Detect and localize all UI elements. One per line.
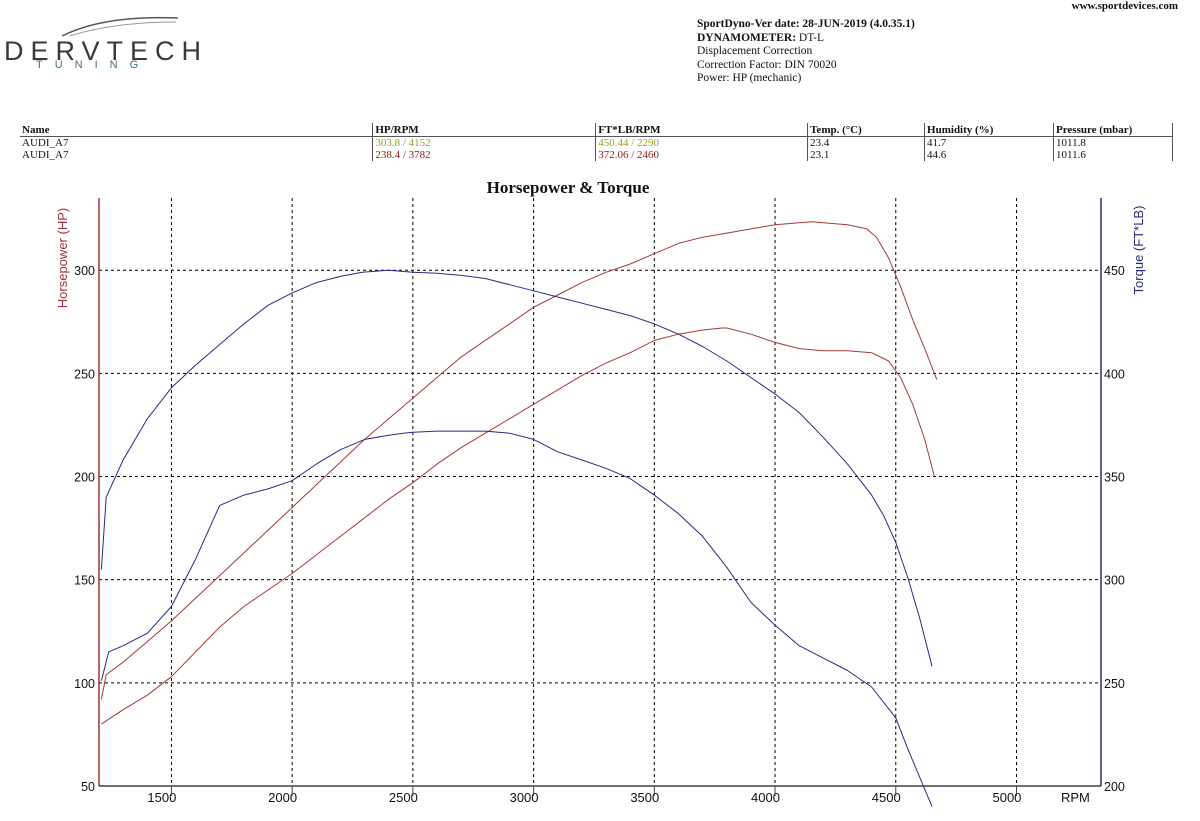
cell-pressure: 1011.8 bbox=[1053, 136, 1173, 149]
cell-pressure: 1011.6 bbox=[1053, 149, 1173, 161]
hp-curve-run-2 bbox=[101, 327, 935, 725]
dyno-info: SportDyno-Ver date: 28-JUN-2019 (4.0.35.… bbox=[697, 18, 915, 86]
logo-subtext: TUNING bbox=[36, 59, 151, 71]
table-row: AUDI_A7 238.4 / 3782 372.06 / 2460 23.1 … bbox=[20, 149, 1173, 161]
x-axis-label: RPM bbox=[1061, 790, 1090, 805]
table-header-row: Name HP/RPM FT*LB/RPM Temp. (°C) Humidit… bbox=[20, 123, 1173, 137]
col-header-pressure: Pressure (mbar) bbox=[1053, 123, 1173, 137]
x-tick-label: 4000 bbox=[751, 790, 780, 805]
logo-text: DERVTECH bbox=[4, 36, 209, 66]
chart-title: Horsepower & Torque bbox=[486, 178, 650, 197]
y-right-tick-label: 200 bbox=[1104, 780, 1125, 794]
cell-name: AUDI_A7 bbox=[20, 149, 374, 161]
y-right-axis-label: Torque (FT*LB) bbox=[1131, 206, 1146, 295]
cell-torque: 450.44 / 2290 bbox=[595, 136, 809, 149]
col-header-hp: HP/RPM bbox=[372, 123, 597, 137]
cell-torque: 372.06 / 2460 bbox=[595, 149, 809, 161]
cell-name: AUDI_A7 bbox=[20, 136, 374, 149]
x-tick-label: 3000 bbox=[510, 790, 539, 805]
version-line: SportDyno-Ver date: 28-JUN-2019 (4.0.35.… bbox=[697, 18, 915, 30]
dyno-value: DT-L bbox=[796, 31, 825, 44]
x-tick-label: 2500 bbox=[389, 790, 418, 805]
torque-curve-run-2 bbox=[100, 430, 933, 807]
y-left-tick-label: 200 bbox=[74, 471, 95, 485]
y-right-tick-label: 250 bbox=[1104, 677, 1125, 691]
x-tick-label: 1500 bbox=[147, 790, 176, 805]
dyno-label: DYNAMOMETER: bbox=[697, 31, 797, 44]
cell-humidity: 44.6 bbox=[924, 149, 1054, 161]
cell-hp: 238.4 / 3782 bbox=[372, 149, 597, 161]
x-tick-label: 4500 bbox=[872, 790, 901, 805]
logo-swoosh-icon bbox=[61, 16, 179, 37]
correction-factor-line: Correction Factor: DIN 70020 bbox=[697, 58, 837, 71]
y-right-tick-label: 350 bbox=[1104, 471, 1125, 485]
cell-temp: 23.1 bbox=[807, 149, 926, 161]
cell-temp: 23.4 bbox=[807, 136, 926, 149]
col-header-temp: Temp. (°C) bbox=[807, 123, 926, 137]
y-left-tick-label: 300 bbox=[74, 264, 95, 278]
website-link[interactable]: www.sportdevices.com bbox=[1071, 0, 1178, 12]
y-right-tick-label: 450 bbox=[1104, 264, 1125, 278]
y-right-tick-label: 400 bbox=[1104, 367, 1125, 381]
hp-curve-run-1 bbox=[100, 221, 938, 700]
col-header-humidity: Humidity (%) bbox=[924, 123, 1054, 137]
x-tick-label: 5000 bbox=[992, 790, 1021, 805]
y-left-tick-label: 100 bbox=[74, 677, 95, 691]
col-header-torque: FT*LB/RPM bbox=[595, 123, 809, 137]
power-line: Power: HP (mechanic) bbox=[697, 72, 802, 84]
y-left-tick-label: 150 bbox=[74, 574, 95, 588]
torque-curve-run-1 bbox=[100, 269, 933, 667]
table-row: AUDI_A7 303.8 / 4152 450.44 / 2290 23.4 … bbox=[20, 136, 1173, 149]
y-right-tick-label: 300 bbox=[1104, 574, 1125, 588]
x-tick-label: 2000 bbox=[268, 790, 297, 805]
cell-humidity: 41.7 bbox=[924, 136, 1054, 149]
cell-hp: 303.8 / 4152 bbox=[372, 136, 597, 149]
col-header-name: Name bbox=[20, 123, 374, 137]
y-left-tick-label: 50 bbox=[81, 780, 95, 794]
y-left-axis-label: Horsepower (HP) bbox=[55, 208, 70, 308]
y-left-tick-label: 250 bbox=[74, 367, 95, 381]
dyno-chart: 1500 2000 2500 3000 3500 4000 4500 5000 RPM 50 100… bbox=[55, 198, 1146, 807]
runs-table: Name HP/RPM FT*LB/RPM Temp. (°C) Humidit… bbox=[20, 123, 1173, 161]
correction-line: Displacement Correction bbox=[697, 45, 813, 57]
x-tick-label: 3500 bbox=[630, 790, 659, 805]
